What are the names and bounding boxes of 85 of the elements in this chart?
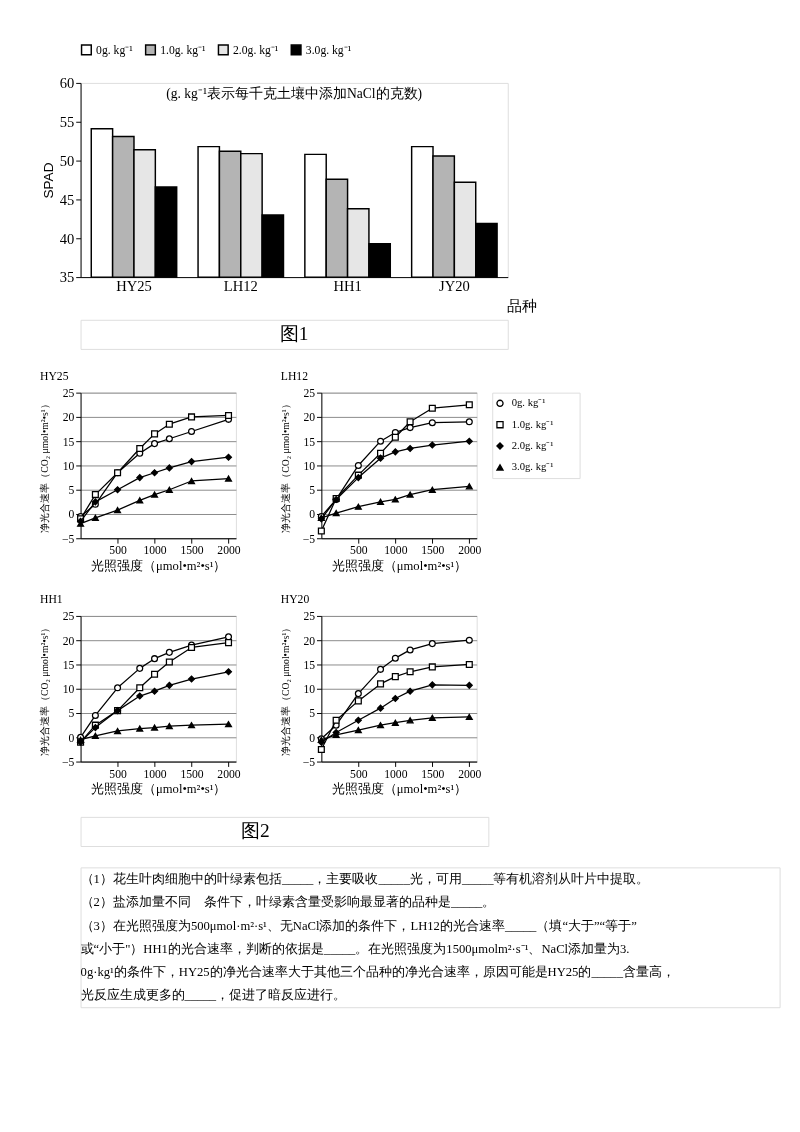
- x-tick-label: JY20: [439, 278, 470, 295]
- chart-title: HY25: [40, 370, 69, 384]
- y-tick-label: 20: [62, 634, 75, 648]
- x-axis-title: 光照强度（μmol•m²•s¹）: [331, 781, 468, 797]
- y-tick-label: 0: [309, 508, 316, 522]
- y-tick-label: −5: [61, 755, 75, 769]
- legend-label: 3.0g. kg⁻¹: [305, 43, 352, 57]
- y-tick-label: 5: [309, 484, 316, 498]
- chart-title: HY20: [280, 593, 310, 607]
- text: 光反应生成更多的_____，促进了暗反应进行。: [80, 987, 347, 1003]
- x-axis-title: 品种: [507, 297, 538, 314]
- x-tick-label: HY25: [116, 278, 152, 295]
- y-tick-label: 20: [303, 411, 316, 425]
- text: 0g·kg¹的条件下，HY25的净光合速率大于其他三个品种的净光合速率，原因可能是HY25的_____含量高，: [80, 964, 675, 980]
- y-tick-label: 15: [303, 658, 316, 672]
- y-tick-label: 15: [62, 435, 75, 449]
- x-tick-label: 2000: [458, 544, 482, 558]
- legend-label: 2.0g. kg⁻¹: [511, 438, 554, 451]
- x-tick-label: 1000: [384, 767, 408, 781]
- y-tick-label: 10: [62, 459, 75, 473]
- y-tick-label: 25: [303, 387, 316, 401]
- y-tick-label: 0: [68, 731, 75, 745]
- x-tick-label: LH12: [223, 278, 258, 295]
- y-tick-label: 40: [59, 230, 75, 247]
- x-axis-title: 光照强度（μmol•m²•s¹）: [91, 781, 227, 797]
- x-tick-label: 1000: [143, 767, 167, 781]
- x-axis-title: 光照强度（μmol•m²•s¹）: [91, 557, 227, 573]
- x-tick-label: 1000: [384, 544, 408, 558]
- y-tick-label: 20: [303, 634, 316, 648]
- caption: 图1: [279, 323, 309, 345]
- legend-label: 0g. kg⁻¹: [96, 43, 134, 57]
- y-tick-label: −5: [302, 755, 316, 769]
- chart-title: HH1: [40, 593, 63, 607]
- y-tick-label: 5: [309, 707, 316, 721]
- y-tick-label: 15: [303, 435, 316, 449]
- y-tick-label: −5: [302, 532, 316, 546]
- caption: 图2: [240, 820, 270, 842]
- annotation: (g. kg⁻¹表示每千克土壤中添加NaCl的克数): [166, 86, 423, 103]
- y-tick-label: −5: [61, 532, 75, 546]
- x-axis-title: 光照强度（μmol•m²•s¹）: [331, 557, 468, 573]
- y-tick-label: 45: [59, 191, 75, 208]
- y-tick-label: 5: [68, 707, 75, 721]
- y-axis-title: SPAD: [40, 162, 56, 199]
- text: （1）花生叶肉细胞中的叶绿素包括_____，主要吸收_____光，可用_____等有机溶剂从叶片中提取。: [80, 870, 650, 886]
- y-tick-label: 15: [62, 658, 75, 672]
- y-axis-title: 净光合速率（CO₂ μmol•m²•s¹）: [280, 399, 292, 533]
- x-tick-label: 500: [350, 767, 368, 781]
- x-tick-label: 1000: [143, 544, 167, 558]
- y-axis-title: 净光合速率（CO₂ μmol•m²•s¹）: [39, 622, 51, 756]
- legend-label: 3.0g. kg⁻¹: [511, 460, 554, 473]
- text: （3）在光照强度为500μmol·m²·s¹、无NaCl添加的条件下，LH12的光合速率_____（填“大于”“等于”: [80, 917, 637, 933]
- legend-label: 0g. kg⁻¹: [511, 396, 546, 409]
- legend-label: 1.0g. kg⁻¹: [511, 417, 554, 430]
- y-tick-label: 5: [68, 484, 75, 498]
- y-tick-label: 20: [62, 411, 75, 425]
- y-tick-label: 60: [59, 75, 75, 92]
- y-tick-label: 0: [309, 731, 316, 745]
- y-tick-label: 0: [68, 508, 75, 522]
- y-tick-label: 55: [59, 114, 75, 131]
- x-tick-label: 500: [350, 544, 368, 558]
- y-tick-label: 10: [303, 683, 316, 697]
- y-tick-label: 10: [62, 683, 75, 697]
- x-tick-label: 1500: [180, 544, 204, 558]
- y-tick-label: 25: [303, 610, 316, 624]
- text: 或“小于"）HH1的光合速率，判断的依据是_____。在光照强度为1500μmolm²·s⁻¹、NaCl添加量为3.: [80, 940, 630, 956]
- x-tick-label: 1500: [421, 767, 445, 781]
- x-tick-label: 2000: [217, 544, 241, 558]
- y-tick-label: 35: [59, 269, 75, 286]
- y-axis-title: 净光合速率（CO₂ μmol•m²•s¹）: [39, 399, 51, 533]
- x-tick-label: 2000: [458, 767, 482, 781]
- y-tick-label: 50: [59, 152, 75, 169]
- y-axis-title: 净光合速率（CO₂ μmol•m²•s¹）: [280, 622, 292, 756]
- x-tick-label: 1500: [421, 544, 445, 558]
- y-tick-label: 25: [62, 610, 75, 624]
- x-tick-label: 2000: [217, 767, 241, 781]
- x-tick-label: 500: [109, 767, 127, 781]
- x-tick-label: 1500: [180, 767, 204, 781]
- legend-label: 1.0g. kg⁻¹: [160, 43, 207, 57]
- text: （2）盐添加量不同 条件下，叶绿素含量受影响最显著的品种是_____。: [80, 895, 496, 910]
- x-tick-label: HH1: [333, 278, 362, 295]
- chart-title: LH12: [280, 370, 309, 384]
- y-tick-label: 25: [62, 387, 75, 401]
- legend-label: 2.0g. kg⁻¹: [233, 43, 279, 57]
- x-tick-label: 500: [109, 544, 127, 558]
- y-tick-label: 10: [303, 459, 316, 473]
